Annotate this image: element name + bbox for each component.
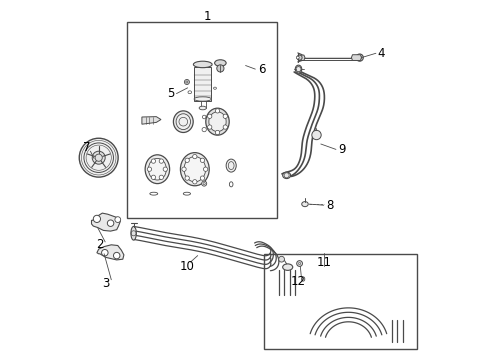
Circle shape (182, 167, 186, 171)
Ellipse shape (173, 111, 193, 132)
Bar (264, 254, 416, 349)
Ellipse shape (214, 60, 225, 66)
Circle shape (93, 215, 101, 222)
Ellipse shape (301, 202, 307, 207)
Circle shape (355, 54, 363, 61)
Ellipse shape (131, 226, 136, 240)
Ellipse shape (301, 277, 304, 281)
Circle shape (278, 256, 284, 262)
Polygon shape (91, 213, 120, 231)
Circle shape (311, 130, 321, 140)
Text: 11: 11 (316, 256, 330, 269)
Text: 12: 12 (290, 275, 305, 288)
Circle shape (296, 56, 299, 59)
Circle shape (192, 154, 197, 159)
Polygon shape (297, 55, 305, 60)
Circle shape (107, 220, 114, 226)
Circle shape (296, 261, 302, 266)
Text: 1: 1 (203, 10, 211, 23)
Ellipse shape (145, 155, 169, 184)
Ellipse shape (193, 61, 212, 68)
Circle shape (159, 159, 163, 163)
Ellipse shape (199, 106, 206, 110)
Circle shape (201, 181, 206, 186)
Ellipse shape (183, 157, 205, 182)
Ellipse shape (176, 114, 190, 130)
Bar (127, 22, 276, 218)
Text: 8: 8 (326, 199, 333, 212)
Polygon shape (97, 245, 123, 260)
Circle shape (151, 159, 155, 163)
Circle shape (215, 109, 219, 113)
Circle shape (192, 180, 197, 184)
Circle shape (200, 158, 204, 162)
Circle shape (200, 176, 204, 180)
Circle shape (184, 158, 189, 162)
Circle shape (223, 125, 227, 129)
Text: 5: 5 (167, 87, 174, 100)
Circle shape (184, 80, 189, 85)
Text: 3: 3 (102, 277, 109, 290)
Circle shape (79, 138, 118, 177)
Circle shape (115, 217, 121, 222)
Ellipse shape (148, 158, 166, 180)
Ellipse shape (208, 112, 225, 132)
Circle shape (184, 176, 189, 180)
Text: 2: 2 (96, 238, 103, 251)
Circle shape (163, 167, 167, 171)
Circle shape (102, 249, 108, 256)
Circle shape (159, 175, 163, 180)
Circle shape (296, 55, 302, 60)
Circle shape (113, 252, 120, 259)
Ellipse shape (225, 159, 236, 172)
Circle shape (203, 167, 207, 171)
Text: 6: 6 (258, 63, 265, 76)
Ellipse shape (295, 65, 301, 73)
Bar (194, 67, 211, 101)
Circle shape (92, 151, 105, 164)
Circle shape (147, 167, 151, 171)
Circle shape (215, 130, 219, 135)
Circle shape (223, 114, 227, 118)
Ellipse shape (282, 172, 290, 179)
Circle shape (216, 65, 224, 72)
Polygon shape (351, 55, 361, 60)
Text: 7: 7 (83, 141, 90, 154)
Text: 4: 4 (377, 47, 384, 60)
Ellipse shape (282, 264, 292, 270)
Ellipse shape (194, 97, 211, 101)
Text: 9: 9 (338, 143, 346, 156)
Ellipse shape (180, 153, 209, 186)
Circle shape (207, 125, 211, 129)
Text: 10: 10 (179, 260, 194, 273)
Ellipse shape (205, 108, 229, 135)
Circle shape (151, 175, 155, 180)
Polygon shape (142, 117, 161, 124)
Circle shape (207, 114, 211, 118)
